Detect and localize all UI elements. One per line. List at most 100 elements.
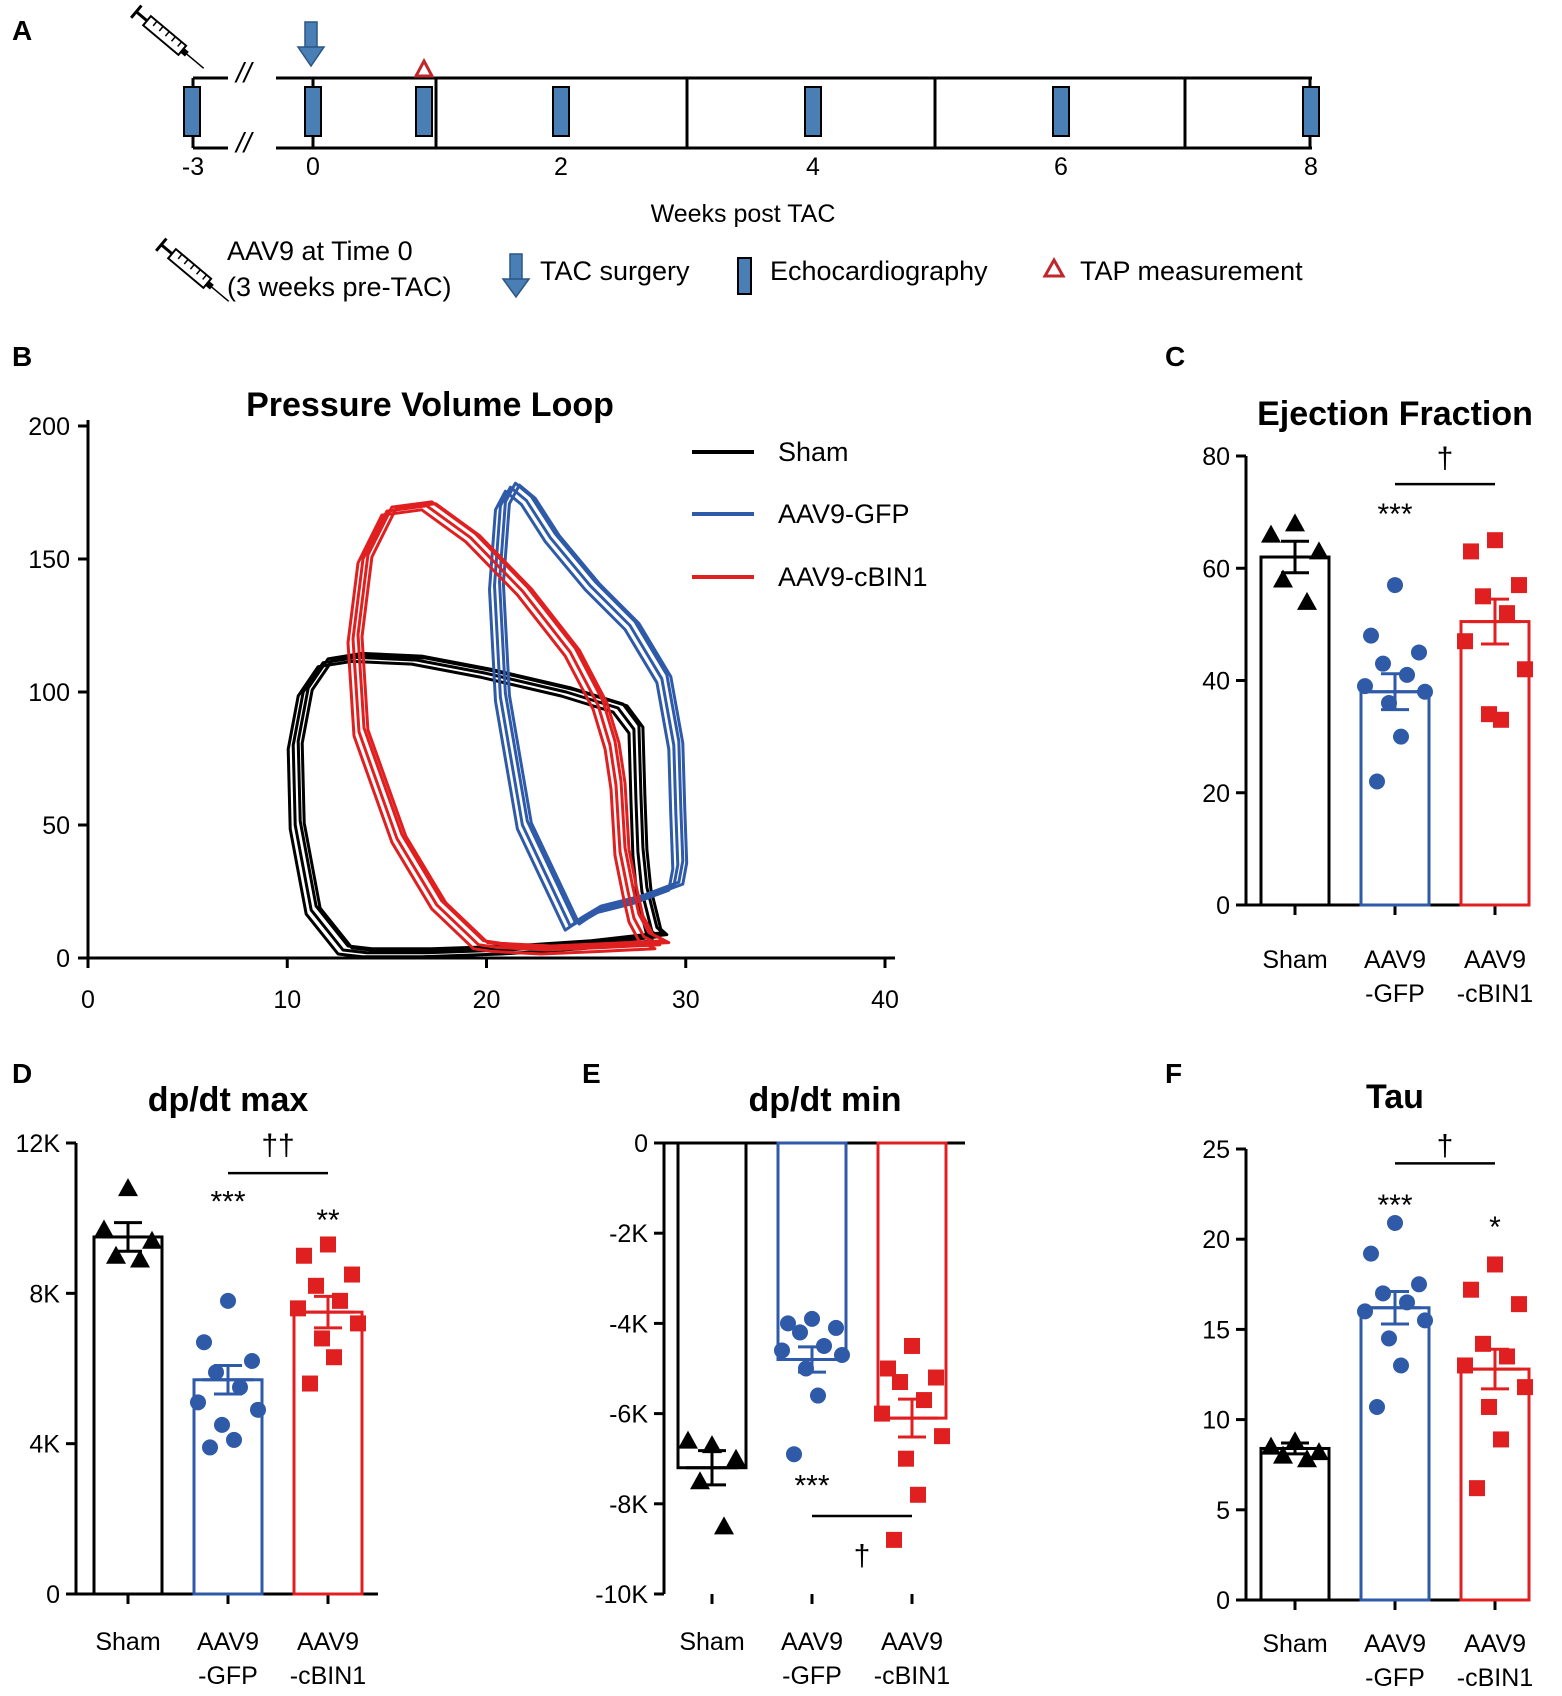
tau-y-tick-label: 5 [1216, 1497, 1230, 1525]
tau-y-tick-label: 20 [1202, 1226, 1230, 1254]
ef-point [1499, 605, 1515, 622]
dpmin-point [798, 1360, 814, 1377]
timeline-tick: -3 [182, 153, 204, 181]
panel-label-e: E [582, 1058, 601, 1089]
dpmax-point [314, 1330, 330, 1347]
ef-y-tick-label: 0 [1216, 892, 1230, 920]
ef-category-label: Sham [1262, 946, 1327, 974]
dpmin-point [780, 1315, 796, 1332]
dpmax-point [326, 1349, 342, 1366]
pv-loop-aav9-gfp [488, 489, 675, 932]
tac-arrow [296, 21, 326, 68]
ef-title: Ejection Fraction [1257, 395, 1533, 433]
tau-category-label: -GFP [1365, 1664, 1425, 1692]
dpmin-y-tick-label: -8K [609, 1491, 648, 1519]
pv-x-tick-label: 10 [273, 986, 301, 1014]
ef-point [1297, 591, 1317, 610]
ef-point [1309, 541, 1329, 560]
pv-chart: Pressure Volume Loop 0 10 20 30 40 0 50 100 150 2… [28, 386, 927, 1014]
dpmax-point [244, 1352, 260, 1369]
dpmin-point [678, 1430, 698, 1449]
dpmax-title: dp/dt max [148, 1081, 309, 1119]
dpmin-point [786, 1446, 802, 1463]
dpmin-point [726, 1448, 746, 1467]
tau-point [1297, 1449, 1317, 1468]
ef-y-tick-label: 20 [1202, 780, 1230, 808]
dpmin-y-tick-label: 0 [634, 1130, 648, 1158]
ef-point [1399, 666, 1415, 683]
tau-point [1493, 1431, 1509, 1448]
dpmin-title: dp/dt min [749, 1081, 902, 1119]
dpmax-point [226, 1431, 242, 1448]
dpmin-point [714, 1516, 734, 1535]
dpmin-point [816, 1337, 832, 1354]
dpmin-point [702, 1435, 722, 1454]
timeline-xlabel: Weeks post TAC [651, 200, 836, 228]
dpmax-point [250, 1401, 266, 1418]
tau-point [1393, 1357, 1409, 1374]
dpmin-chart: dp/dt min -10K -8K -6K -4K -2K 0 Sham AAV9 -GFP A… [595, 1081, 965, 1690]
pv-loop-aav9-gfp [493, 485, 680, 928]
dpmax-point [350, 1315, 366, 1332]
dpmin-category-label: AAV9 [881, 1628, 943, 1656]
ef-y-tick-label: 60 [1202, 555, 1230, 583]
timeline-legend: AAV9 at Time 0 (3 weeks pre-TAC) TAC sur… [154, 236, 1303, 309]
dpmax-bar [92, 1235, 164, 1596]
dpmax-significance-label: *** [210, 1185, 245, 1218]
panel-label-f: F [1165, 1058, 1182, 1089]
dpmax-point [196, 1334, 212, 1351]
ef-bar [1259, 555, 1331, 907]
ef-point [1457, 633, 1473, 650]
tau-point [1417, 1312, 1433, 1329]
tau-point [1517, 1379, 1533, 1396]
tau-significance-label: † [1437, 1130, 1454, 1163]
tau-point [1487, 1256, 1503, 1273]
ef-point [1261, 524, 1281, 543]
dpmin-point [810, 1387, 826, 1404]
pv-loop-aav9-gfp [501, 483, 689, 926]
echo-marker [183, 86, 201, 137]
echo-marker [804, 86, 822, 137]
ef-point [1393, 728, 1409, 745]
dpmin-point [898, 1450, 914, 1467]
break-mark: // [234, 127, 255, 158]
dpmin-point [916, 1392, 932, 1409]
tau-point [1457, 1357, 1473, 1374]
dpmax-category-label: -GFP [198, 1662, 258, 1690]
tap-marker [413, 57, 435, 78]
dpmax-y-tick-label: 8K [29, 1280, 60, 1308]
tau-point [1399, 1294, 1415, 1311]
dpmax-point [130, 1249, 150, 1268]
ef-point [1369, 773, 1385, 790]
ef-significance-label: *** [1377, 498, 1412, 531]
syringe-icon [154, 237, 236, 309]
tau-point [1285, 1431, 1305, 1450]
tau-y-tick-label: 25 [1202, 1136, 1230, 1164]
timeline-tick: 6 [1054, 153, 1068, 181]
dpmax-point [190, 1394, 206, 1411]
break-mark: // [234, 57, 255, 88]
dpmax-point [202, 1439, 218, 1456]
dpmin-category-label: -GFP [782, 1662, 842, 1690]
dpmin-point [904, 1337, 920, 1354]
dpmax-point [208, 1364, 224, 1381]
ef-point [1463, 543, 1479, 560]
tau-bar [1359, 1306, 1431, 1602]
tau-point [1463, 1281, 1479, 1298]
ef-point [1411, 644, 1427, 661]
tau-category-label: Sham [1262, 1630, 1327, 1658]
pv-x-tick-label: 30 [672, 986, 700, 1014]
echo-marker [1302, 86, 1320, 137]
legend-sham: Sham [778, 437, 849, 467]
timeline-tick: 2 [554, 153, 568, 181]
ef-bar [1359, 690, 1431, 907]
tau-y-tick-label: 0 [1216, 1587, 1230, 1615]
dpmin-point [834, 1346, 850, 1363]
dpmax-y-tick-label: 12K [16, 1130, 61, 1158]
tap-icon [1042, 256, 1066, 278]
dpmax-category-label: Sham [95, 1628, 160, 1656]
timeline-tick: 8 [1304, 153, 1318, 181]
pv-x-tick-label: 0 [81, 986, 95, 1014]
dpmin-y-tick-label: -6K [609, 1401, 648, 1429]
